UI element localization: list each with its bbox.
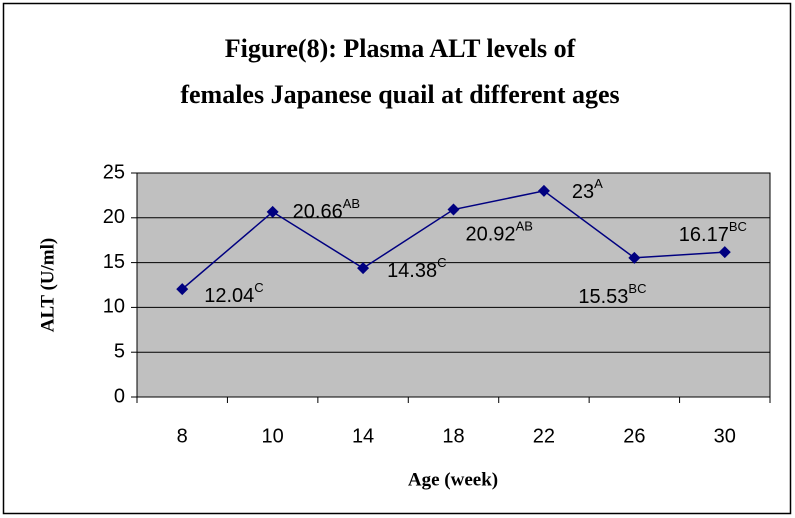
y-tick-label: 0 — [114, 385, 125, 407]
x-tick-label: 22 — [533, 425, 555, 447]
data-label-value: 12.04 — [204, 285, 254, 307]
data-label-value: 23 — [572, 181, 594, 203]
data-label-significance: BC — [628, 281, 646, 296]
y-tick-label: 10 — [103, 296, 125, 318]
data-label: 15.53BC — [578, 281, 646, 308]
data-marker — [357, 262, 370, 275]
data-marker — [718, 246, 731, 259]
data-label-significance: AB — [516, 219, 533, 234]
x-tick-label: 26 — [623, 425, 645, 447]
data-label-value: 14.38 — [387, 260, 437, 282]
x-tick-label: 30 — [714, 425, 736, 447]
data-label-value: 15.53 — [578, 286, 628, 308]
data-label-significance: C — [437, 256, 446, 271]
data-marker — [537, 184, 550, 197]
data-label-significance: BC — [729, 220, 747, 235]
data-marker — [266, 205, 279, 218]
data-label-value: 16.17 — [679, 224, 729, 246]
data-label: 12.04C — [204, 281, 263, 308]
y-tick-label: 25 — [103, 161, 125, 183]
data-label: 20.92AB — [466, 219, 533, 246]
data-label: 23A — [572, 176, 603, 203]
x-tick-label: 14 — [352, 425, 374, 447]
data-marker — [628, 251, 641, 264]
data-label-significance: AB — [343, 196, 360, 211]
chart-title: Figure(8): Plasma ALT levels of — [225, 34, 576, 63]
y-axis-label: ALT (U/ml) — [37, 238, 58, 333]
x-axis-label: Age (week) — [408, 469, 498, 490]
x-tick-label: 10 — [262, 425, 284, 447]
y-tick-label: 20 — [103, 206, 125, 228]
data-label-significance: A — [594, 176, 603, 191]
data-marker — [447, 203, 460, 216]
data-label: 20.66AB — [293, 196, 360, 223]
x-tick-label: 8 — [177, 425, 188, 447]
data-label: 14.38C — [387, 256, 446, 283]
data-label-significance: C — [254, 281, 263, 296]
data-label: 16.17BC — [679, 220, 747, 247]
y-tick-label: 5 — [114, 340, 125, 362]
data-label-value: 20.92 — [466, 224, 516, 246]
data-label-value: 20.66 — [293, 201, 343, 223]
y-tick-label: 15 — [103, 251, 125, 273]
x-tick-label: 18 — [442, 425, 464, 447]
data-marker — [176, 283, 189, 296]
chart-title: females Japanese quail at different ages — [180, 80, 619, 109]
